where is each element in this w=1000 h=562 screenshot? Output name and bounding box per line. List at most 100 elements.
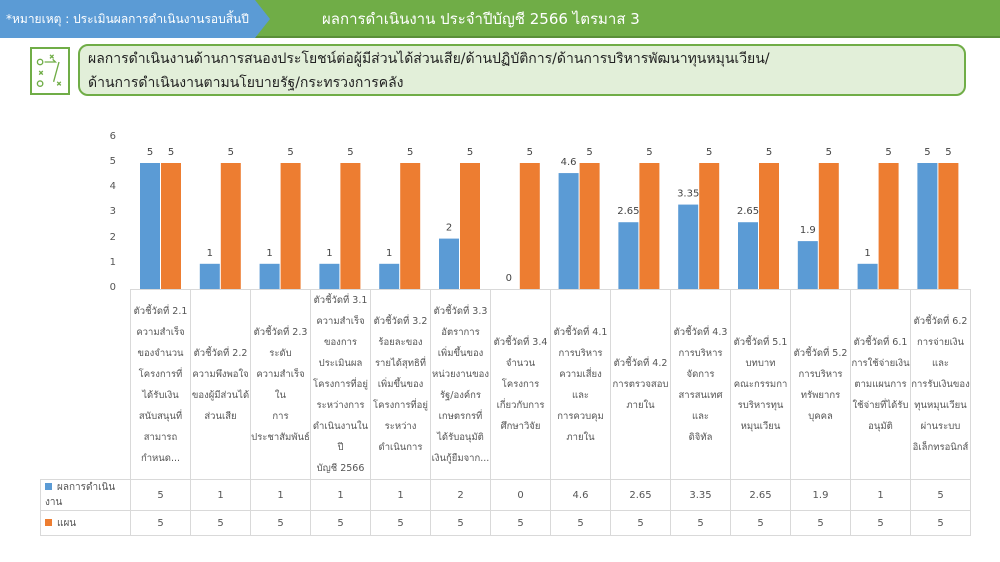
data-label: 1	[386, 248, 392, 259]
y-tick-label: 6	[109, 130, 116, 142]
category-label: ตัวชี้วัดที่ 4.2 การตรวจสอบ ภายใน	[610, 289, 671, 480]
data-label: 5	[945, 147, 951, 158]
table-cell: 5	[490, 510, 551, 536]
data-label: 5	[168, 147, 174, 158]
legend-label: ผลการดำเนินงาน	[45, 482, 116, 508]
table-cell: 5	[370, 510, 431, 536]
table-cell: 5	[310, 510, 371, 536]
table-cell: 1	[370, 479, 431, 511]
result-bar	[558, 173, 579, 289]
plan-bar	[878, 163, 899, 289]
result-bar	[857, 263, 878, 289]
result-bar	[259, 263, 280, 289]
result-bar	[917, 163, 938, 289]
table-cell: 5	[790, 510, 851, 536]
category-label: ตัวชี้วัดที่ 6.2 การจ่ายเงินและ การรับเง…	[910, 289, 971, 480]
header-bar: *หมายเหตุ : ประเมินผลการดำเนินงานรอบสิ้น…	[0, 0, 1000, 38]
data-label: 5	[228, 147, 234, 158]
header-title: ผลการดำเนินงาน ประจำปีบัญชี 2566 ไตรมาส …	[322, 10, 640, 28]
plan-bar	[280, 163, 301, 289]
table-cell: 3.35	[670, 479, 731, 511]
result-bar	[618, 222, 639, 289]
plan-bar	[759, 163, 779, 289]
strategy-board-icon	[30, 47, 70, 95]
plan-bar	[340, 163, 361, 289]
result-bar	[797, 241, 818, 289]
data-label: 5	[586, 147, 592, 158]
data-label: 5	[527, 147, 533, 158]
data-label: 1	[266, 248, 272, 259]
data-table: ตัวชี้วัดที่ 2.1 ความสำเร็จ ของจำนวน โคร…	[40, 289, 971, 536]
legend-entry: ผลการดำเนินงาน	[40, 479, 131, 511]
table-cell: 1	[310, 479, 371, 511]
table-cell: 5	[430, 510, 491, 536]
section-title: ผลการดำเนินงานด้านการสนองประโยชน์ต่อผู้ม…	[78, 44, 966, 96]
table-cell: 2.65	[730, 479, 791, 511]
plan-bar	[579, 163, 600, 289]
table-cell: 5	[670, 510, 731, 536]
data-label: 5	[706, 147, 712, 158]
plan-bar	[938, 163, 959, 289]
plan-bar	[220, 163, 241, 289]
data-label: 5	[646, 147, 652, 158]
header-note: *หมายเหตุ : ประเมินผลการดำเนินงานรอบสิ้น…	[0, 0, 270, 38]
table-cell: 5	[250, 510, 311, 536]
y-tick-label: 5	[109, 156, 116, 167]
result-bar	[199, 263, 220, 289]
plan-bar	[161, 163, 181, 289]
table-cell: 1	[850, 479, 911, 511]
table-cell: 5	[910, 479, 971, 511]
plan-bar	[400, 163, 421, 289]
data-label: 2.65	[737, 206, 759, 217]
table-cell: 5	[730, 510, 791, 536]
category-label: ตัวชี้วัดที่ 2.3 ระดับ ความสำเร็จใน การ …	[250, 289, 311, 480]
data-label: 1.9	[800, 225, 816, 236]
data-label: 5	[407, 147, 413, 158]
table-cell: 5	[190, 510, 251, 536]
legend-label: แผน	[57, 517, 77, 529]
y-tick-label: 3	[109, 206, 116, 218]
result-bar	[319, 263, 340, 289]
result-bar	[140, 163, 160, 289]
data-label: 5	[147, 147, 153, 158]
category-label: ตัวชี้วัดที่ 4.3 การบริหาร จัดการ สารสนเ…	[670, 289, 731, 480]
section-title-line1: ผลการดำเนินงานด้านการสนองประโยชน์ต่อผู้ม…	[88, 51, 770, 67]
plan-bar	[460, 163, 480, 289]
data-label: 2	[446, 223, 452, 234]
data-label: 2.65	[617, 206, 639, 217]
table-cell: 2	[430, 479, 491, 511]
data-label: 5	[826, 147, 832, 158]
data-label: 1	[207, 248, 213, 259]
data-label: 5	[287, 147, 293, 158]
y-tick-label: 1	[109, 256, 116, 268]
data-label: 5	[766, 147, 772, 158]
data-label: 1	[864, 248, 870, 259]
y-tick-label: 2	[109, 231, 116, 243]
category-label: ตัวชี้วัดที่ 3.2 ร้อยละของ รายได้สุทธิที…	[370, 289, 431, 480]
data-label: 4.6	[561, 157, 577, 168]
result-bar	[439, 238, 459, 289]
data-label: 5	[347, 147, 353, 158]
data-label: 3.35	[677, 189, 699, 200]
table-cell: 5	[550, 510, 611, 536]
data-label: 5	[467, 147, 473, 158]
plan-bar	[639, 163, 660, 289]
data-label: 1	[326, 248, 332, 259]
y-tick-label: 4	[109, 181, 116, 193]
data-label: 5	[924, 147, 930, 158]
category-label: ตัวชี้วัดที่ 3.3 อัตราการ เพิ่มขึ้นของ ห…	[430, 289, 491, 480]
y-tick-label: 0	[109, 282, 116, 293]
legend-swatch	[45, 518, 52, 526]
result-bar	[678, 204, 699, 289]
category-label: ตัวชี้วัดที่ 6.1 การใช้จ่ายเงิน ตามแผนกา…	[850, 289, 911, 480]
table-cell: 1	[250, 479, 311, 511]
table-cell: 4.6	[550, 479, 611, 511]
table-cell: 1.9	[790, 479, 851, 511]
category-label: ตัวชี้วัดที่ 3.4 จำนวน โครงการ เกี่ยวกับ…	[490, 289, 551, 480]
table-cell: 5	[610, 510, 671, 536]
plan-bar	[699, 163, 720, 289]
category-label: ตัวชี้วัดที่ 5.1 บทบาท คณะกรรมกา รบริหาร…	[730, 289, 791, 480]
result-bar	[738, 222, 758, 289]
category-label: ตัวชี้วัดที่ 3.1 ความสำเร็จ ของการ ประเม…	[310, 289, 371, 480]
data-label: 0	[506, 273, 512, 284]
